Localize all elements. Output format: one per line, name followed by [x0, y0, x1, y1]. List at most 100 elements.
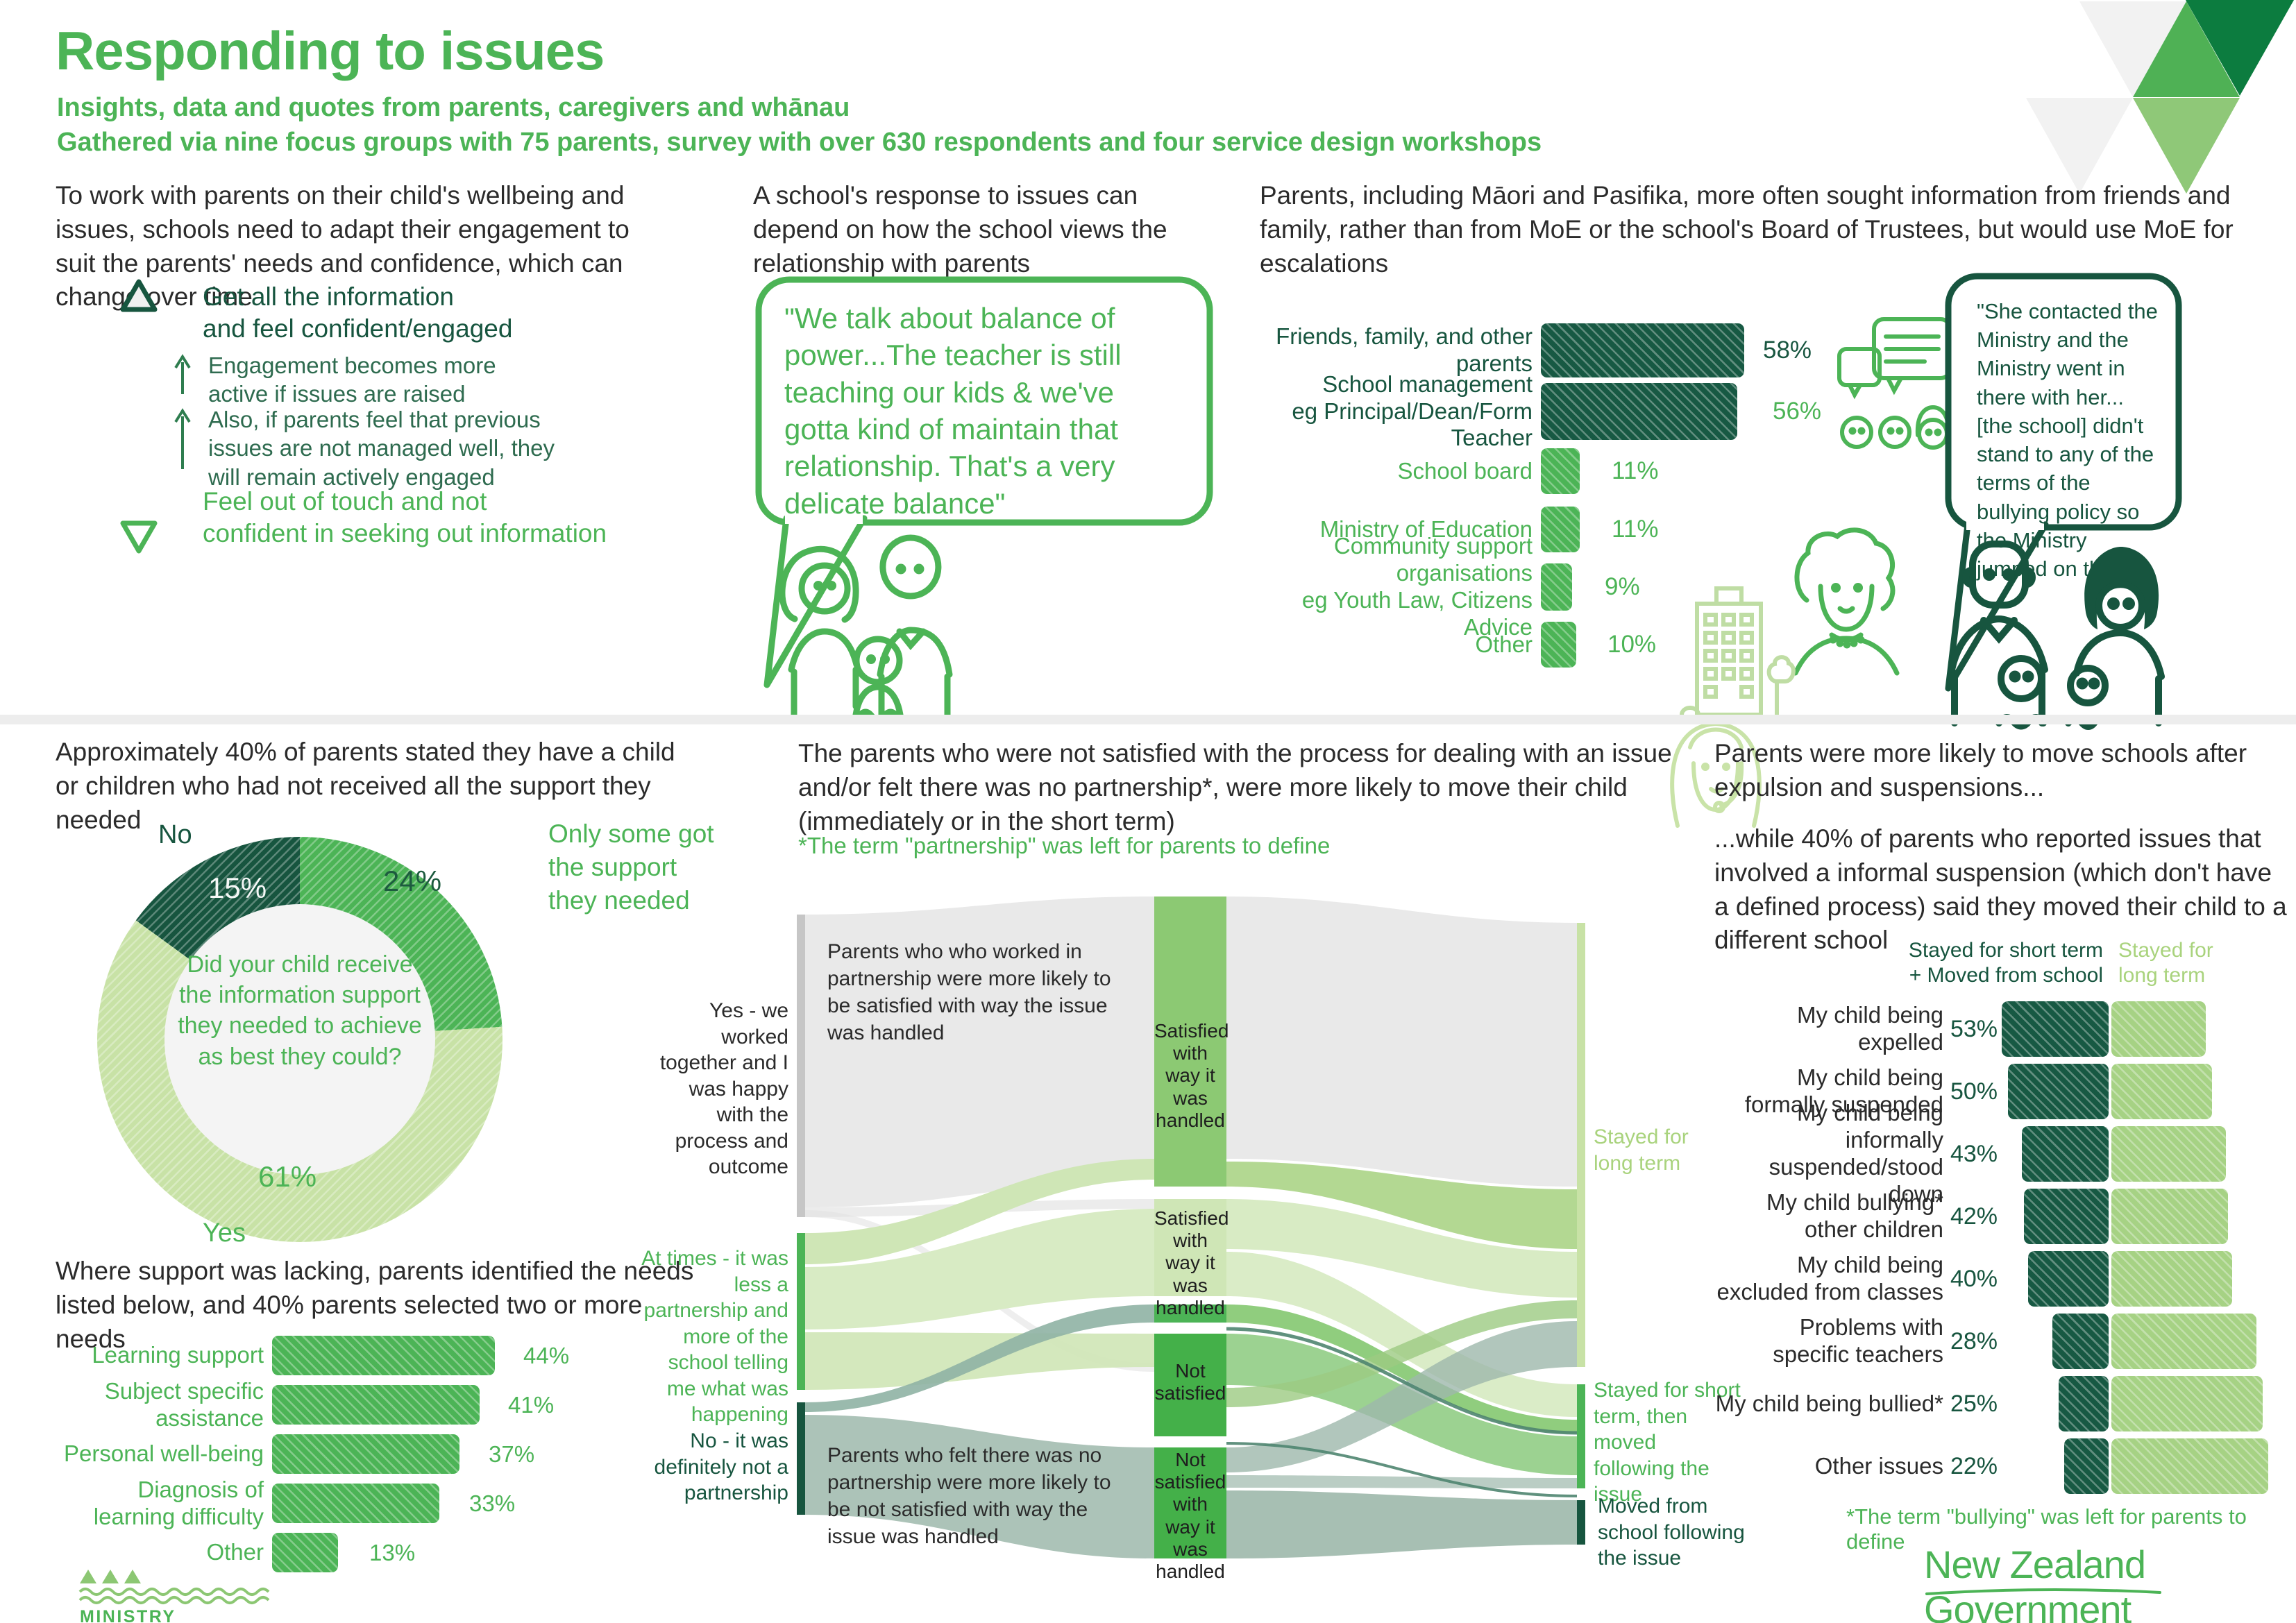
bar [1541, 563, 1573, 611]
bar [1541, 622, 1576, 668]
needs-heading: Where support was lacking, parents ident… [56, 1257, 694, 1353]
bar-value: 25% [1950, 1390, 1998, 1417]
moving-heading-2: ...while 40% of parents who reported iss… [1714, 824, 2287, 955]
bar-label: Personal well-being [64, 1441, 264, 1467]
bar-moved [2052, 1314, 2109, 1369]
moving-footnote: *The term "bullying" was left for parent… [1846, 1504, 2247, 1554]
bar-stayed [2111, 1438, 2269, 1494]
response-heading: A school's response to issues can depend… [753, 181, 1167, 278]
escalation-quote: "She contacted the Ministry and the Mini… [1977, 299, 2158, 581]
moving-heading-1: Parents were more likely to move schools… [1714, 739, 2247, 801]
sankey-dest-short: Stayed for short term, then moved follow… [1594, 1379, 1741, 1506]
legend-stayed: Stayed for long term [2118, 939, 2213, 987]
bar-moved [2064, 1438, 2109, 1494]
sankey-source-attimes: At times - it was less a partnership and… [641, 1247, 788, 1426]
donut-center-question: Did your child receive the information s… [178, 951, 422, 1070]
sankey-dest-moved: Moved from school following the issue [1598, 1495, 1745, 1570]
bar-label: My child bullying* other children [1766, 1189, 1943, 1242]
bar-label: Learning support [92, 1342, 264, 1368]
bar-moved [2058, 1376, 2109, 1431]
chart-row: Other 13% [56, 1533, 680, 1572]
donut-value-yes: 61% [258, 1160, 317, 1193]
info-sources-heading: Parents, including Māori and Pasifika, m… [1260, 181, 2234, 278]
chart-row: Other 10% [1256, 622, 2228, 668]
bar-value: 13% [369, 1539, 416, 1565]
bar-moved [2024, 1189, 2109, 1244]
page-title: Responding to issues [56, 20, 605, 81]
bar-stayed [2111, 1001, 2206, 1057]
chart-row: My child being formally suspended 50% [1714, 1064, 2284, 1119]
bar [272, 1484, 439, 1523]
bar-label: My child being informally suspended/stoo… [1769, 1100, 1943, 1207]
sankey-source-no: No - it was definitely not a partnership [654, 1429, 788, 1504]
chart-row: School management eg Principal/Dean/Form… [1256, 371, 2228, 451]
bar-value: 42% [1950, 1203, 1998, 1230]
bar-value: 44% [523, 1342, 570, 1368]
bar-label: School board [1397, 457, 1533, 484]
bar [272, 1533, 338, 1572]
bar-label: Ministry of Education [1319, 516, 1533, 542]
bar-value: 10% [1607, 631, 1657, 658]
donut-label-some: Only some got the support they needed [548, 819, 714, 915]
partnership-note: *The term "partnership" was left for par… [798, 833, 1331, 858]
bar-stayed [2111, 1064, 2212, 1119]
bar-label: My child being excluded from classes [1716, 1252, 1943, 1305]
sankey-mid-satisfied-2: Satisfied with way it was handled [1154, 1207, 1229, 1318]
bar-value: 37% [489, 1441, 535, 1467]
subtitle-line1: Insights, data and quotes from parents, … [57, 93, 850, 122]
chart-row: My child being expelled 53% [1714, 1001, 2284, 1057]
bar-value: 58% [1763, 337, 1812, 364]
chart-row: Community support organisations eg Youth… [1256, 533, 2228, 640]
moe-waves-icon [78, 1588, 270, 1604]
up-arrow-icon [174, 408, 191, 469]
sankey-mid-notsatisfied: Not satisfied [1154, 1360, 1226, 1404]
chart-row: Ministry of Education 11% [1256, 507, 2228, 552]
engagement-intro: To work with parents on their child's we… [56, 181, 630, 312]
bar [1541, 383, 1737, 440]
nz-government-underline [1925, 1588, 2161, 1595]
family-dark-icon [1948, 541, 2165, 730]
bar-value: 40% [1950, 1265, 1998, 1292]
bar [272, 1336, 496, 1375]
bar-label: Diagnosis of learning difficulty [93, 1476, 264, 1529]
legend-moved: Stayed for short term + Moved from schoo… [1908, 939, 2103, 987]
donut-value-no: 15% [208, 872, 267, 904]
donut-value-some: 24% [383, 865, 442, 897]
chart-row: My child bullying* other children 42% [1714, 1189, 2284, 1244]
bar-value: 50% [1950, 1078, 1998, 1105]
donut-label-yes: Yes [203, 1218, 246, 1248]
bar-stayed [2111, 1314, 2256, 1369]
bar [1541, 448, 1580, 494]
bar-value: 56% [1773, 398, 1822, 425]
sankey-mid-satisfied-1: Satisfied with way it was handled [1154, 1020, 1229, 1131]
bar-moved [2008, 1064, 2109, 1119]
bar-label: My child being bullied* [1715, 1390, 1943, 1416]
speech-bubble-dark [1945, 273, 2182, 692]
sankey-source-yes: Yes - we worked together and I was happy… [659, 999, 788, 1178]
chart-row: School board 11% [1256, 448, 2228, 494]
nz-government-logo: New Zealand Government [1924, 1543, 2146, 1623]
bar-stayed [2111, 1189, 2229, 1244]
subtitle-line2: Gathered via nine focus groups with 75 p… [57, 128, 1542, 157]
partnership-heading: The parents who were not satisfied with … [798, 739, 1672, 835]
bar-value: 53% [1950, 1015, 1998, 1042]
bar-moved [2022, 1126, 2109, 1182]
bar [272, 1434, 460, 1474]
bar-value: 28% [1950, 1327, 1998, 1354]
bar [1541, 507, 1580, 552]
sankey-annotation-2: Parents who felt there was no partnershi… [827, 1444, 1111, 1548]
bar [1541, 323, 1744, 377]
bar-label: Subject specific assistance [104, 1377, 264, 1431]
building-icon [1680, 586, 1796, 717]
donut-center [164, 904, 435, 1175]
bar-value: 33% [469, 1490, 516, 1516]
bar-value: 43% [1950, 1140, 1998, 1167]
bar-label: Community support organisations eg Youth… [1301, 533, 1533, 640]
sankey-annotation-1: Parents who who worked in partnership we… [827, 940, 1111, 1044]
engagement-mid2-label: Also, if parents feel that previous issu… [208, 407, 555, 490]
engagement-bottom-label: Feel out of touch and not confident in s… [203, 487, 607, 548]
bar-stayed [2111, 1251, 2232, 1307]
support-heading: Approximately 40% of parents stated they… [56, 738, 675, 834]
chart-row: Other issues 22% [1714, 1438, 2284, 1494]
